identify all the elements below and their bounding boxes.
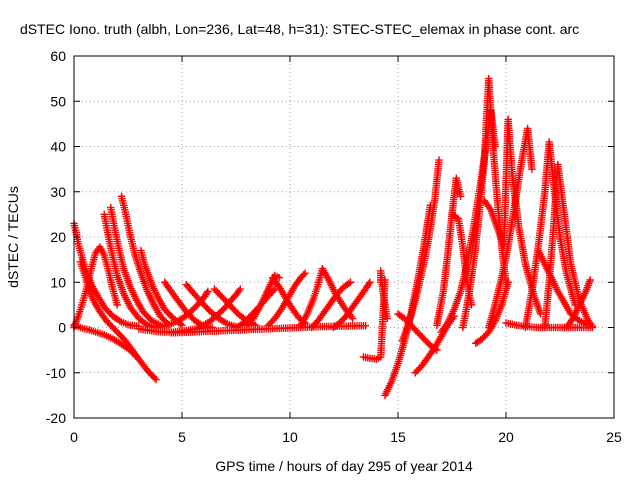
series-19 (297, 264, 357, 329)
series-5 (100, 210, 160, 332)
chart-title: dSTEC Iono. truth (albh, Lon=236, Lat=48… (20, 21, 579, 37)
y-tick-label: 40 (50, 139, 66, 155)
data-point (152, 375, 160, 384)
series-12 (182, 280, 240, 331)
x-tick-label: 10 (282, 429, 298, 445)
y-tick-label: 0 (58, 320, 66, 336)
data-point (346, 278, 355, 286)
x-tick-label: 15 (390, 429, 406, 445)
data-point (383, 314, 391, 323)
series-33 (480, 115, 545, 318)
y-tick-label: 30 (50, 184, 66, 200)
series-27 (394, 310, 441, 354)
data-point (366, 278, 374, 286)
axis-ticks: 0 5 10 15 20 25 -20 -10 0 10 20 30 40 50 60 (46, 48, 622, 445)
series-29 (433, 174, 465, 329)
data-point (504, 278, 512, 286)
data-point (301, 269, 309, 277)
x-tick-label: 25 (606, 429, 622, 445)
x-tick-label: 5 (178, 429, 186, 445)
data-point (435, 156, 443, 164)
data-point (348, 314, 357, 323)
y-tick-label: -10 (46, 365, 66, 381)
series-37 (534, 246, 592, 329)
series-24 (377, 267, 391, 323)
data-point (236, 285, 245, 293)
data-point (586, 276, 594, 284)
series-6 (107, 203, 165, 329)
data-point (204, 287, 212, 295)
y-tick-label: 10 (50, 274, 66, 290)
series-40 (502, 319, 597, 332)
y-tick-label: -20 (46, 410, 66, 426)
x-tick-label: 0 (70, 429, 78, 445)
series-4 (76, 258, 143, 363)
x-tick-label: 20 (498, 429, 514, 445)
data-point (528, 165, 536, 173)
series-35 (485, 124, 536, 332)
y-tick-label: 60 (50, 48, 66, 64)
series-22 (167, 321, 370, 337)
y-tick-label: 50 (50, 93, 66, 109)
data-point (178, 321, 186, 329)
data-series (70, 74, 597, 400)
data-point (588, 323, 597, 332)
series-34 (472, 278, 512, 348)
data-point (275, 274, 283, 282)
y-tick-label: 20 (50, 229, 66, 245)
x-axis-title: GPS time / hours of day 295 of year 2014 (215, 458, 473, 474)
y-axis-title: dSTEC / TECUs (5, 186, 21, 288)
data-point (456, 192, 465, 200)
series-7 (117, 192, 173, 329)
data-point (113, 301, 121, 309)
data-point (361, 321, 370, 330)
data-point (135, 355, 143, 363)
